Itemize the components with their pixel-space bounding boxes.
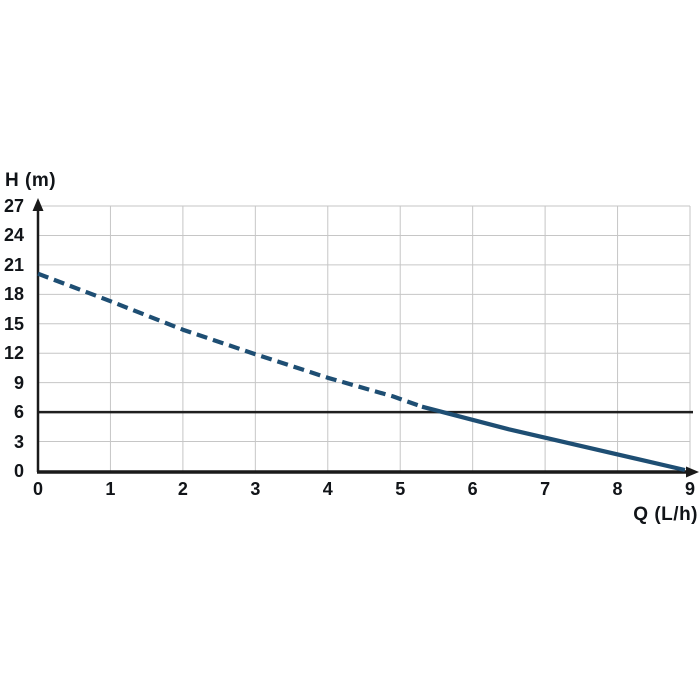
y-tick-label: 12 — [3, 343, 24, 364]
y-tick-label: 18 — [3, 284, 24, 305]
x-tick-label: 4 — [322, 479, 333, 499]
y-tick-label: 27 — [3, 196, 24, 216]
x-tick-label: 2 — [177, 479, 188, 499]
x-tick-label: 8 — [612, 479, 623, 499]
y-tick-label: 3 — [13, 431, 24, 452]
y-axis-arrow-icon — [32, 198, 44, 211]
x-tick-label: 9 — [684, 479, 695, 499]
x-tick-label: 1 — [105, 479, 116, 499]
x-tick-label: 5 — [395, 479, 406, 499]
pump-curve-dashed — [37, 271, 423, 409]
x-tick-label: 6 — [467, 479, 478, 499]
x-axis-arrow-icon — [686, 466, 699, 478]
y-tick-label: 9 — [13, 372, 24, 393]
pump-curve-solid — [421, 404, 686, 473]
y-tick-label: 21 — [3, 254, 24, 275]
y-axis-title: H (m) — [5, 170, 57, 191]
x-tick-label: 0 — [32, 479, 43, 499]
y-tick-label: 0 — [13, 461, 24, 481]
x-tick-label: 3 — [250, 479, 261, 499]
y-tick-label: 24 — [3, 225, 24, 246]
y-tick-label: 6 — [13, 402, 24, 423]
x-tick-label: 7 — [540, 479, 551, 499]
x-axis-title: Q (L/h) — [633, 504, 698, 525]
y-tick-label: 15 — [3, 313, 24, 334]
